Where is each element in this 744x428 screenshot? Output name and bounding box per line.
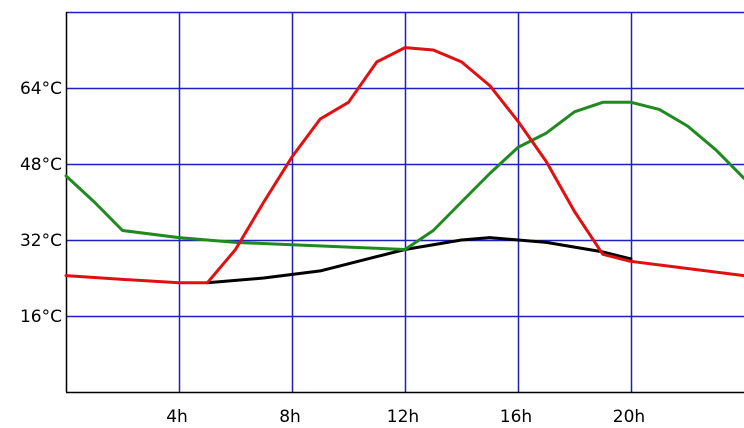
- x-tick-label: 20h: [613, 407, 645, 427]
- series-line-3: [64, 46, 744, 285]
- y-tick-label: 32°C: [20, 231, 62, 251]
- x-tick-label: 8h: [279, 407, 301, 427]
- y-tick-label: 48°C: [20, 155, 62, 175]
- series-line-1: [205, 236, 633, 285]
- axes: [65, 12, 744, 394]
- y-tick-label: 16°C: [20, 307, 62, 327]
- x-tick-label: 4h: [166, 407, 188, 427]
- y-tick-label: 64°C: [20, 79, 62, 99]
- x-tick-label: 16h: [500, 407, 532, 427]
- series-lines: [64, 46, 744, 285]
- series-line-2: [64, 100, 744, 251]
- grid: [66, 11, 744, 392]
- y-tick-labels: 16°C 32°C 48°C 64°C: [20, 79, 62, 327]
- x-tick-labels: 4h 8h 12h 16h 20h: [166, 407, 645, 427]
- x-tick-label: 12h: [387, 407, 419, 427]
